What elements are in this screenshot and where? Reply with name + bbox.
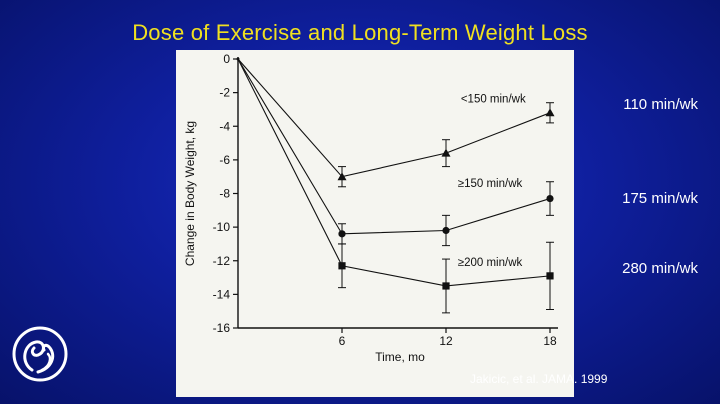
data-point-circle (546, 194, 554, 203)
side-label-280: 280 min/wk (622, 260, 698, 277)
y-tick-label: -8 (219, 187, 230, 201)
citation: Jakicic, et al. JAMA. 1999 (470, 372, 608, 386)
data-point-square (546, 272, 554, 280)
series-line-2 (237, 58, 551, 287)
x-tick-label: 18 (543, 334, 557, 348)
series-label-2: ≥200 min/wk (458, 257, 523, 269)
data-point-triangle (337, 172, 347, 181)
y-tick-label: -10 (213, 220, 231, 234)
slide-title: Dose of Exercise and Long-Term Weight Lo… (132, 20, 588, 45)
x-axis-label: Time, mo (375, 350, 425, 364)
series-label-1: ≥150 min/wk (458, 178, 523, 190)
y-tick-label: -4 (219, 119, 230, 133)
y-tick-label: -6 (219, 153, 230, 167)
series-label-0: <150 min/wk (461, 94, 526, 106)
y-tick-label: -14 (213, 287, 231, 301)
y-tick-label: -2 (219, 86, 230, 100)
swan-logo-icon (12, 326, 68, 382)
chart-panel: 0 -2 -4 -6 -8 -10 -12 -14 -16 6 12 18 Time, mo Change… (176, 50, 574, 397)
x-tick-label: 12 (439, 334, 453, 348)
y-axis-label: Change in Body Weight, kg (183, 121, 197, 266)
y-tick-label: -12 (213, 254, 231, 268)
data-point-square (442, 282, 450, 290)
data-point-circle (442, 226, 450, 235)
side-label-110: 110 min/wk (623, 96, 698, 113)
side-label-175: 175 min/wk (622, 190, 698, 207)
y-tick-label: 0 (223, 52, 230, 66)
data-point-square (338, 262, 346, 270)
x-tick-label: 6 (339, 334, 346, 348)
origin-point (236, 57, 240, 61)
series-line-0 (237, 58, 551, 178)
data-point-circle (338, 230, 346, 238)
data-point-triangle (441, 148, 451, 157)
weight-loss-chart: 0 -2 -4 -6 -8 -10 -12 -14 -16 6 12 18 Time, mo Change… (183, 52, 558, 364)
series-line-1 (237, 58, 551, 235)
y-tick-label: -16 (213, 321, 231, 335)
data-point-triangle (545, 108, 555, 117)
